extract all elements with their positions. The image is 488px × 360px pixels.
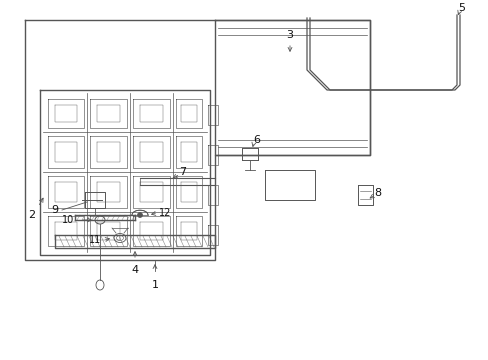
Text: 7: 7	[179, 167, 186, 177]
Text: 1: 1	[151, 280, 158, 290]
Text: 2: 2	[28, 210, 36, 220]
Text: 11: 11	[89, 235, 101, 245]
Text: 4: 4	[131, 265, 138, 275]
Text: 10: 10	[62, 215, 74, 225]
Text: 12: 12	[159, 208, 171, 218]
Circle shape	[137, 212, 142, 217]
Text: 3: 3	[286, 30, 293, 40]
Text: 8: 8	[374, 188, 381, 198]
Text: 6: 6	[253, 135, 260, 145]
Text: 5: 5	[458, 3, 465, 13]
Text: 9: 9	[51, 205, 59, 215]
